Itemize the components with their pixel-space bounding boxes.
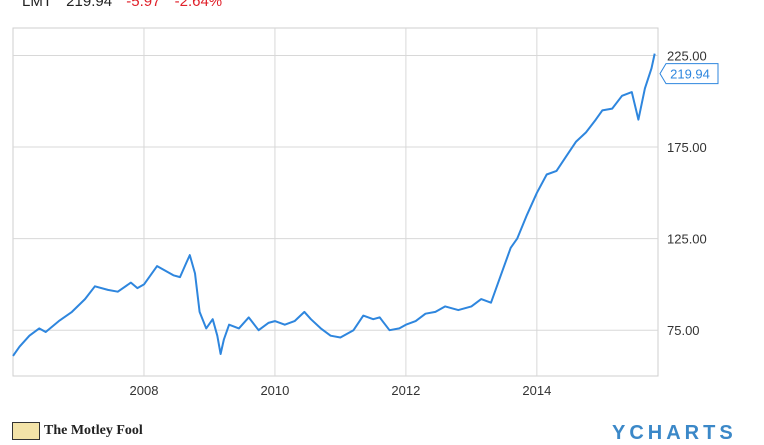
x-tick-label: 2014 bbox=[522, 383, 551, 398]
last-price: 219.94 bbox=[66, 0, 113, 10]
y-tick-label: 225.00 bbox=[667, 48, 707, 63]
chart-footer: The Motley Fool YCHARTS bbox=[0, 418, 764, 444]
last-value-label: 219.94 bbox=[670, 67, 710, 82]
plot-area-border bbox=[12, 27, 659, 377]
grid bbox=[13, 28, 658, 376]
y-tick-label: 75.00 bbox=[667, 323, 700, 338]
x-tick-label: 2010 bbox=[260, 383, 289, 398]
last-value-marker: 219.94 bbox=[659, 63, 719, 85]
last-value-box bbox=[659, 63, 719, 85]
price-line bbox=[12, 53, 656, 357]
ticker-symbol: LMT bbox=[22, 0, 52, 10]
price-change: -5.97 bbox=[126, 0, 161, 10]
ycharts-logo: YCHARTS bbox=[612, 422, 737, 444]
motley-fool-logo-icon bbox=[12, 422, 40, 440]
series-layer bbox=[12, 53, 656, 357]
x-tick-label: 2012 bbox=[391, 383, 420, 398]
x-tick-label: 2008 bbox=[130, 383, 159, 398]
y-tick-label: 175.00 bbox=[667, 140, 707, 155]
axes: 75.00 125.00 175.00 225.00 2008 2010 2012 2014 bbox=[130, 48, 707, 398]
source-label: The Motley Fool bbox=[44, 423, 143, 438]
y-tick-label: 125.00 bbox=[667, 232, 707, 247]
quote-header: LMT 219.94 -5.97 -2.64% bbox=[0, 0, 232, 13]
price-change-percent: -2.64% bbox=[174, 0, 223, 10]
